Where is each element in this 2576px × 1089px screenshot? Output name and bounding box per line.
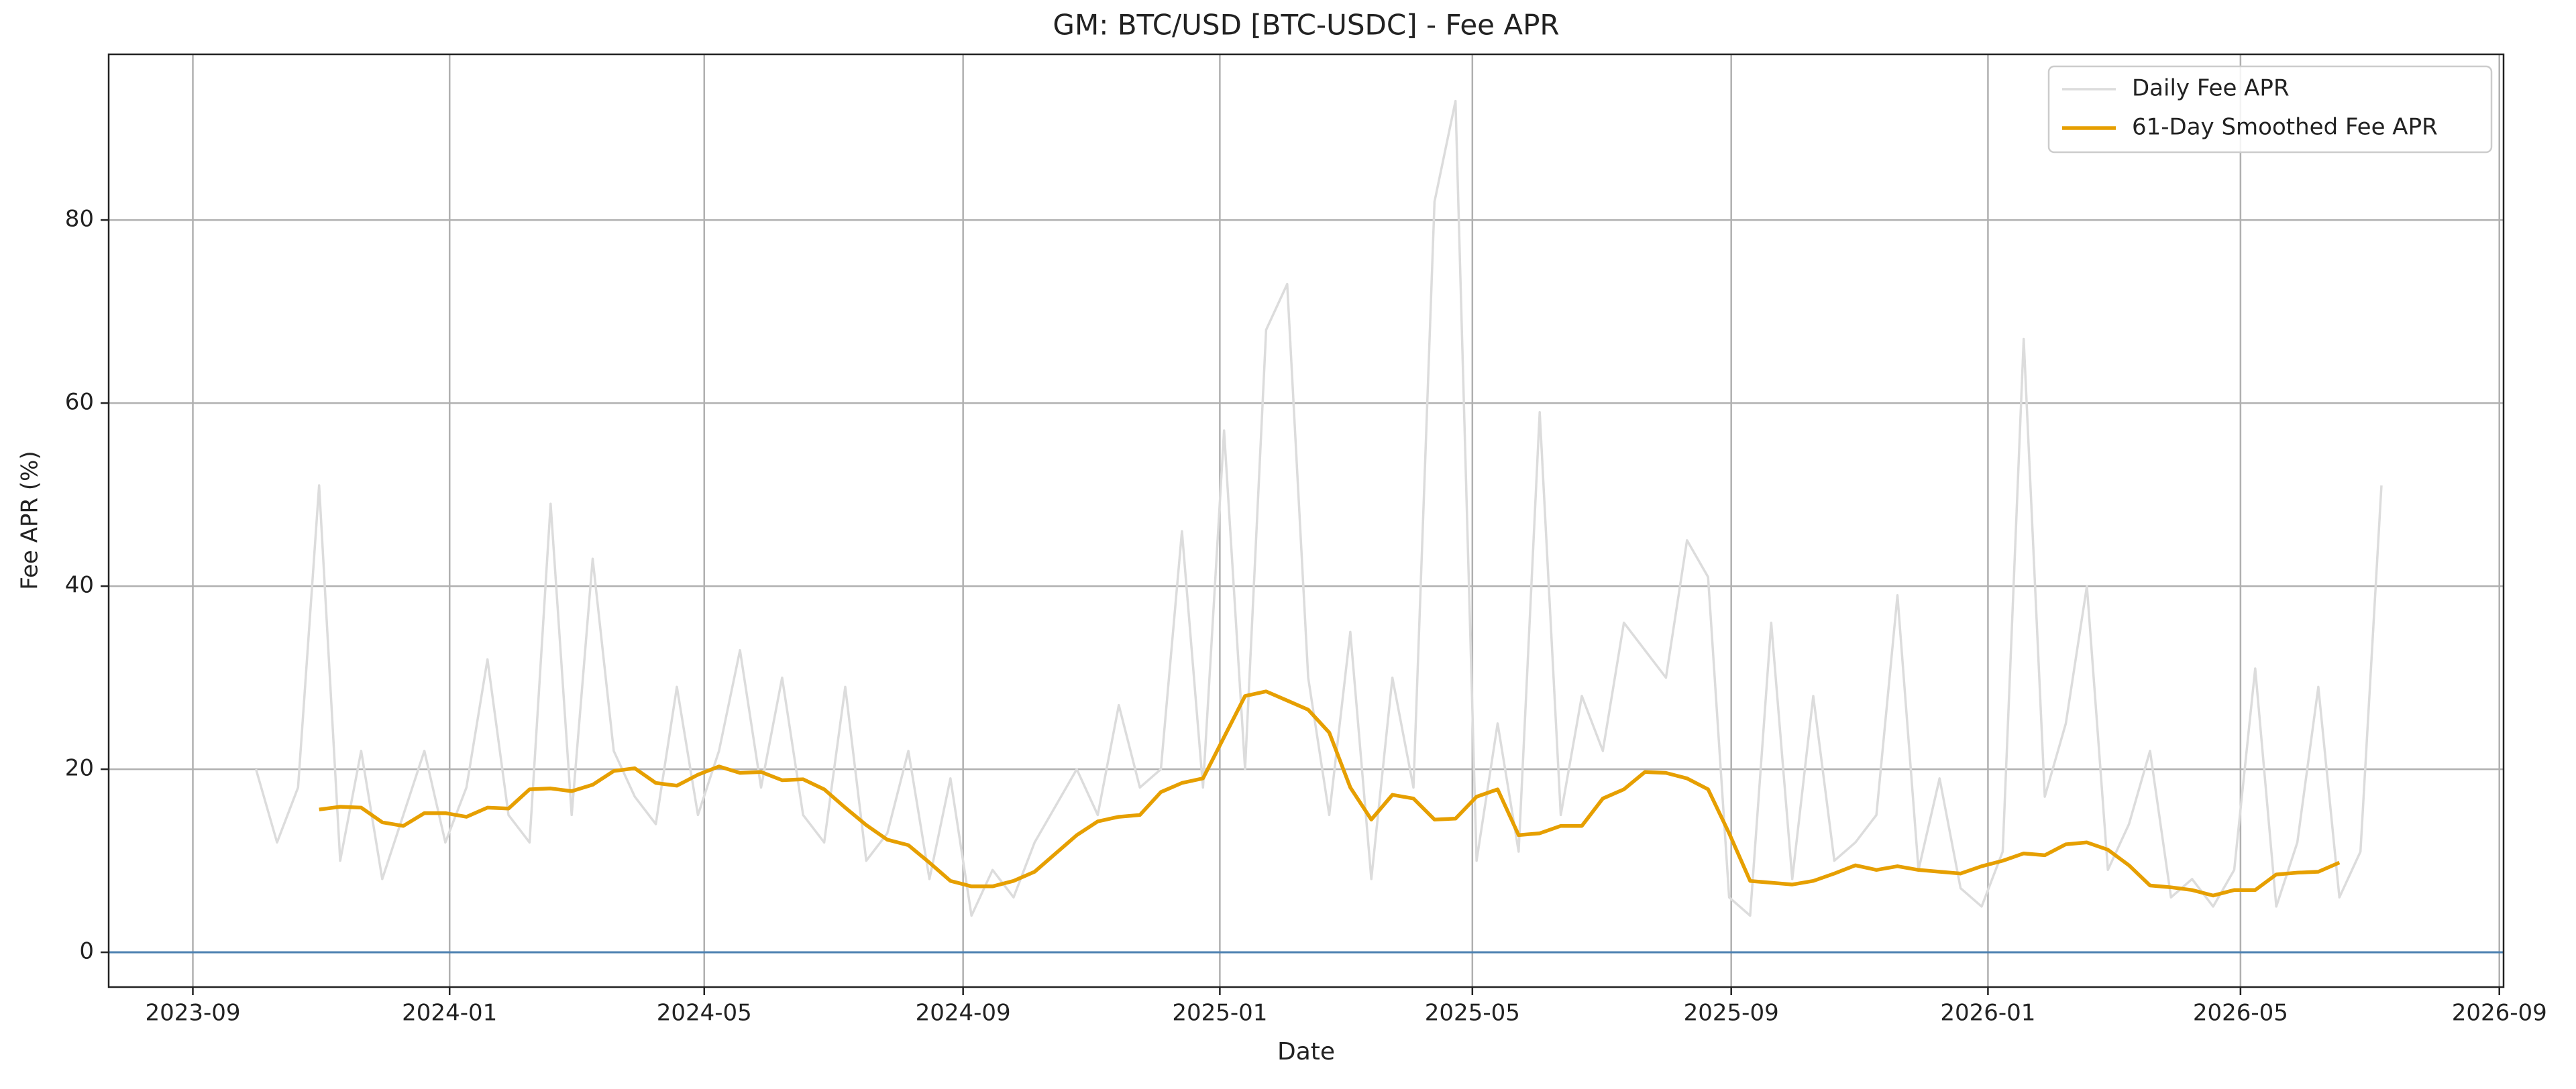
legend: Daily Fee APR 61-Day Smoothed Fee APR	[2047, 65, 2493, 154]
legend-label: 61-Day Smoothed Fee APR	[2132, 114, 2438, 141]
x-tick-label: 2024-01	[402, 1000, 497, 1027]
y-axis-label: Fee APR (%)	[17, 451, 44, 589]
legend-label: Daily Fee APR	[2132, 75, 2290, 102]
y-tick-label: 0	[79, 938, 94, 965]
data-line	[254, 99, 2383, 917]
x-tick-label: 2025-09	[1684, 1000, 1779, 1027]
x-tick-label: 2025-05	[1425, 1000, 1520, 1027]
y-tick-label: 80	[65, 206, 94, 233]
y-tick-label: 40	[65, 572, 94, 599]
x-axis-label: Date	[1277, 1038, 1335, 1066]
x-tick-label: 2023-09	[145, 1000, 240, 1027]
x-tick-label: 2024-05	[657, 1000, 752, 1027]
legend-box	[2047, 65, 2493, 154]
x-tick-label: 2024-09	[916, 1000, 1011, 1027]
x-tick-label: 2025-01	[1172, 1000, 1267, 1027]
data-line	[319, 689, 2341, 898]
x-tick-label: 2026-05	[2193, 1000, 2288, 1027]
y-tick-label: 60	[65, 389, 94, 416]
chart-title: GM: BTC/USD [BTC-USDC] - Fee APR	[1053, 9, 1559, 42]
y-tick-label: 20	[65, 755, 94, 782]
plot-frame	[107, 53, 2505, 988]
x-tick-label: 2026-09	[2452, 1000, 2547, 1027]
x-tick-label: 2026-01	[1940, 1000, 2035, 1027]
